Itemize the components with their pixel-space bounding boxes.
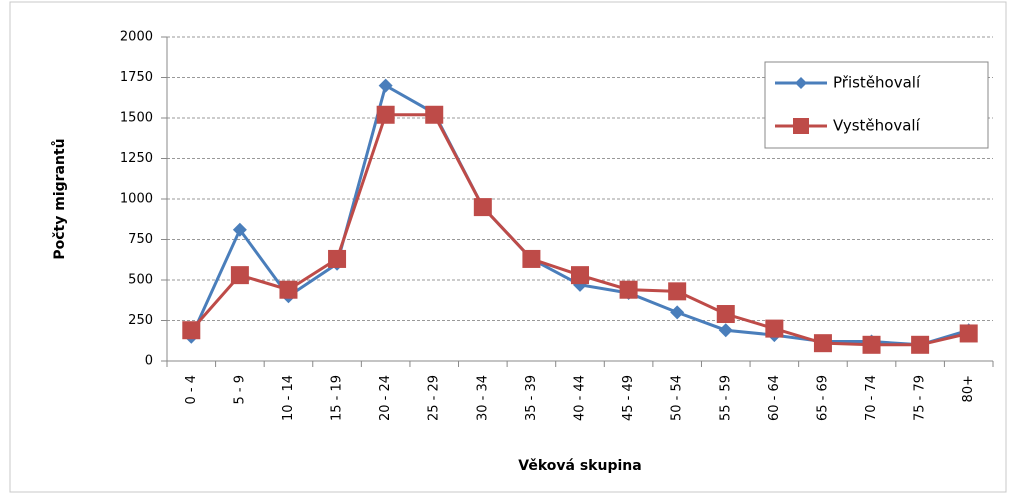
y-tick-label: 1500 <box>120 111 153 126</box>
x-tick-label: 10 - 14 <box>281 375 296 421</box>
data-point <box>232 222 247 237</box>
data-point <box>813 334 832 353</box>
x-tick-label: 0 - 4 <box>184 375 199 405</box>
y-axis-title: Počty migrantů <box>51 138 68 259</box>
data-point <box>765 319 784 338</box>
data-point <box>959 324 978 343</box>
x-tick-label: 45 - 49 <box>621 375 636 421</box>
data-point <box>328 249 347 268</box>
y-tick-label: 1250 <box>120 151 153 166</box>
x-tick-label: 55 - 59 <box>718 375 733 421</box>
x-tick-label: 65 - 69 <box>815 375 830 421</box>
x-tick-label: 80+ <box>961 375 976 402</box>
y-tick-label: 2000 <box>120 30 153 45</box>
legend-label: Vystěhovalí <box>833 117 921 135</box>
x-axis-title: Věková skupina <box>518 458 641 474</box>
legend-label: Přistěhovalí <box>833 74 921 92</box>
y-tick-label: 750 <box>128 232 153 247</box>
x-tick-label: 5 - 9 <box>232 375 247 405</box>
data-point <box>230 266 249 285</box>
legend-marker <box>795 77 807 89</box>
x-tick-label: 75 - 79 <box>913 375 928 421</box>
data-point <box>911 335 930 354</box>
x-tick-label: 30 - 34 <box>475 375 490 421</box>
data-point <box>473 198 492 217</box>
data-point <box>182 321 201 340</box>
x-tick-label: 40 - 44 <box>573 375 588 421</box>
x-tick-label: 35 - 39 <box>524 375 539 421</box>
data-point <box>425 105 444 124</box>
y-tick-label: 1750 <box>120 70 153 85</box>
x-tick-label: 50 - 54 <box>670 375 685 421</box>
data-point <box>378 78 393 93</box>
data-point <box>522 249 541 268</box>
x-tick-label: 70 - 74 <box>864 375 879 421</box>
x-tick-label: 25 - 29 <box>427 375 442 421</box>
x-tick-label: 15 - 19 <box>330 375 345 421</box>
data-point <box>718 323 733 338</box>
data-point <box>279 280 298 299</box>
y-tick-label: 1000 <box>120 192 153 207</box>
y-tick-label: 0 <box>145 354 153 369</box>
y-tick-label: 500 <box>128 273 153 288</box>
x-tick-label: 20 - 24 <box>378 375 393 421</box>
x-tick-label: 60 - 64 <box>767 375 782 421</box>
data-point <box>571 266 589 285</box>
y-tick-label: 250 <box>128 313 153 328</box>
data-point <box>376 105 395 124</box>
data-point <box>716 305 735 324</box>
legend-marker <box>793 118 809 134</box>
data-point <box>862 335 881 354</box>
data-point <box>619 280 638 299</box>
data-point <box>668 282 687 301</box>
data-point <box>670 305 685 320</box>
